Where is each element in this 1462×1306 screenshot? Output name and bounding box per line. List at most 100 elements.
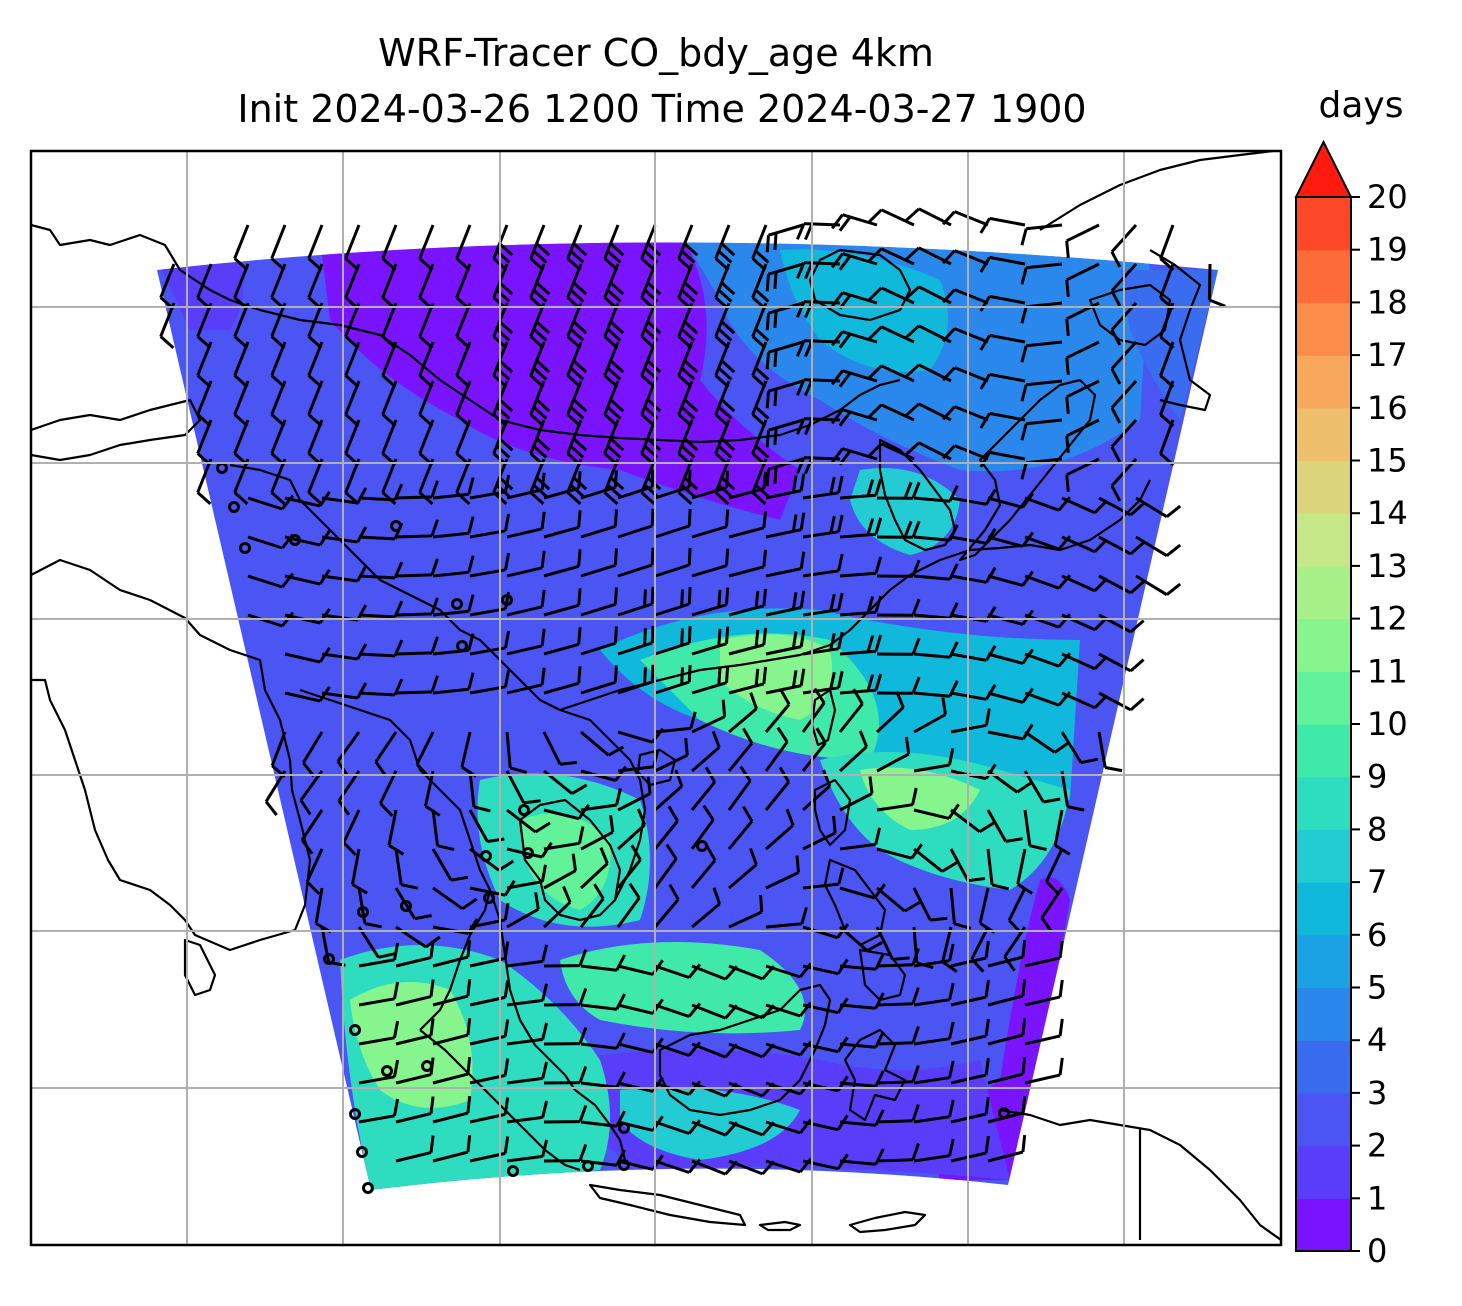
wind-barb	[802, 553, 844, 578]
coastline-sumatra	[419, 1029, 581, 1172]
wind-barb	[506, 1022, 549, 1046]
wind-barb	[802, 592, 844, 617]
wind-barb	[876, 1065, 920, 1085]
wind-barb	[941, 249, 989, 266]
wind-barb	[543, 1104, 588, 1124]
wind-barb	[270, 458, 287, 506]
wind-barb	[691, 887, 722, 929]
wind-barb	[913, 943, 955, 968]
wind-barb	[1135, 535, 1182, 557]
wind-barb	[1097, 731, 1123, 773]
wind-barb	[875, 691, 905, 734]
wind-barb	[506, 944, 549, 968]
wind-barb	[876, 736, 911, 773]
wind-barb	[543, 471, 582, 500]
wind-barb	[616, 844, 642, 889]
wind-barb	[395, 558, 439, 578]
wind-barb	[580, 1032, 626, 1050]
wind-barb	[941, 327, 989, 344]
wind-barb	[543, 1143, 588, 1163]
colorbar-tick-label: 16	[1367, 389, 1408, 427]
colorbar-segment	[1296, 565, 1351, 620]
wind-barb	[580, 730, 625, 757]
calm-wind-marker	[400, 900, 412, 912]
wind-barb	[691, 509, 730, 539]
tracer-age-band-lightgreen	[720, 634, 832, 720]
wind-barb	[868, 208, 915, 227]
wind-barb	[1098, 496, 1145, 517]
colorbar-segment	[1296, 460, 1351, 514]
wind-barb	[979, 333, 1026, 351]
wind-barb	[654, 738, 689, 773]
wind-barb	[801, 769, 832, 812]
wind-barb	[913, 748, 955, 773]
wind-barb	[542, 731, 578, 766]
wind-barb	[802, 631, 844, 656]
wind-barb	[506, 511, 546, 539]
wind-barb	[307, 458, 324, 506]
colorbar-segment	[1296, 776, 1351, 830]
wind-barb	[196, 458, 213, 506]
calm-wind-marker	[323, 953, 335, 965]
wind-barb	[876, 1143, 920, 1163]
calm-wind-marker	[998, 1107, 1010, 1119]
wind-barb	[677, 458, 699, 506]
wind-barb	[868, 403, 915, 422]
coastline-japan-north	[1088, 283, 1172, 347]
wind-barb	[617, 469, 655, 500]
wind-barb	[264, 770, 287, 817]
colorbar-segment	[1296, 1040, 1351, 1094]
wind-barb	[543, 803, 590, 821]
wind-barb	[580, 993, 626, 1011]
wind-barb	[506, 892, 540, 929]
wind-barb	[802, 670, 844, 695]
wind-barb	[987, 939, 1027, 968]
colorbar-tick-label: 13	[1367, 547, 1408, 585]
wind-barb	[358, 981, 400, 1007]
colorbar-segment	[1296, 1092, 1351, 1147]
wind-barb	[374, 731, 398, 777]
wind-barb	[801, 687, 826, 733]
wind-barb	[876, 559, 921, 578]
wind-barb	[765, 512, 806, 539]
wind-barb	[542, 885, 572, 929]
map-panel	[29, 149, 1283, 1247]
tracer-age-band-mint	[520, 813, 611, 910]
wind-barb	[764, 688, 791, 733]
wind-barb	[979, 294, 1026, 312]
wind-barb	[728, 847, 758, 890]
colorbar-segment	[1296, 355, 1351, 409]
wind-barb	[506, 550, 546, 578]
colorbar-segment	[1296, 249, 1351, 303]
wind-barb	[654, 586, 692, 617]
wind-barb	[876, 520, 921, 539]
wind-barb	[941, 288, 989, 305]
wind-barb	[579, 883, 605, 928]
wind-barb	[580, 548, 618, 578]
colorbar-segment	[1296, 724, 1351, 778]
wind-barb	[728, 894, 764, 929]
colorbar-tick-label: 20	[1367, 178, 1408, 216]
wind-barb	[876, 598, 921, 617]
wind-barb	[654, 469, 692, 500]
colorbar-tick-label: 12	[1367, 600, 1408, 638]
colorbar-tick-label: 9	[1367, 758, 1387, 796]
wind-barb	[395, 940, 435, 968]
wind-barb	[691, 587, 730, 617]
wind-barb	[876, 948, 920, 968]
wind-barb	[691, 730, 721, 773]
wind-barb	[913, 847, 958, 873]
calm-wind-marker	[239, 542, 251, 554]
wind-barb	[913, 1099, 955, 1124]
colorbar-tick-label: 3	[1367, 1074, 1387, 1112]
wind-barb	[654, 711, 697, 734]
wind-barb	[395, 597, 439, 617]
wind-barb	[831, 330, 878, 349]
wind-barb	[1065, 379, 1100, 414]
wind-barb	[1024, 940, 1064, 968]
wind-barb	[677, 380, 699, 428]
coastline-northwest-lakes	[31, 398, 202, 462]
colorbar-segment	[1296, 882, 1351, 936]
wind-barb	[868, 364, 915, 383]
